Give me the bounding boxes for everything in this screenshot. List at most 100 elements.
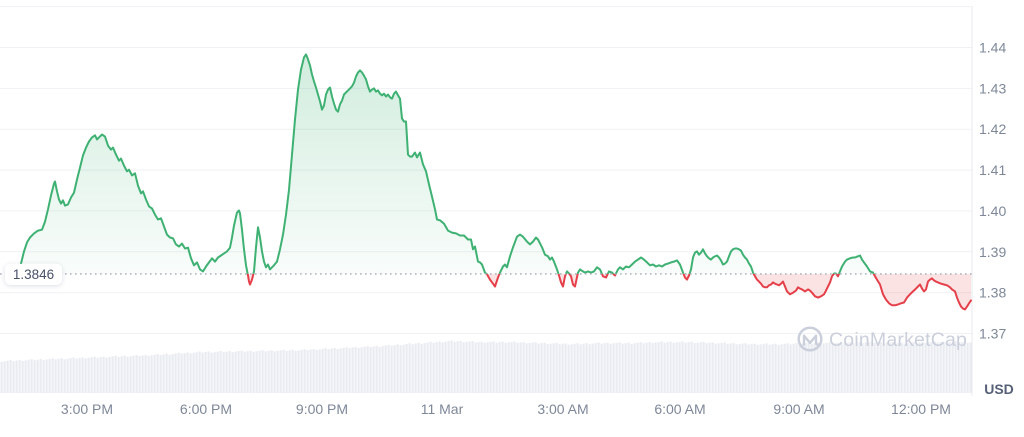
volume-bar xyxy=(609,343,612,393)
volume-bar xyxy=(753,343,756,393)
volume-bar xyxy=(627,342,630,393)
volume-bar xyxy=(381,346,384,393)
volume-bar xyxy=(603,343,606,393)
volume-bar xyxy=(651,343,654,393)
volume-bar xyxy=(144,354,147,393)
volume-bar xyxy=(360,347,363,393)
volume-bar xyxy=(372,346,375,393)
volume-bar xyxy=(522,342,525,393)
volume-bar xyxy=(69,358,72,393)
volume-bar xyxy=(435,342,438,393)
x-tick-label: 3:00 PM xyxy=(61,401,113,417)
volume-bar xyxy=(228,351,231,393)
volume-bar xyxy=(429,341,432,393)
volume-bar xyxy=(363,346,366,393)
volume-bar xyxy=(732,343,735,393)
volume-bar xyxy=(804,343,807,393)
volume-bar xyxy=(903,343,906,393)
volume-bar xyxy=(525,343,528,393)
volume-bar xyxy=(615,342,618,393)
volume-bar xyxy=(915,343,918,393)
volume-bar xyxy=(555,342,558,393)
volume-bar xyxy=(240,350,243,393)
volume-bar xyxy=(687,342,690,393)
current-price-label: 1.3846 xyxy=(5,263,62,285)
volume-bar xyxy=(282,349,285,393)
volume-bar xyxy=(93,356,96,393)
volume-bar xyxy=(498,342,501,393)
volume-bar xyxy=(642,343,645,393)
volume-bar xyxy=(165,353,168,393)
volume-bar xyxy=(777,344,780,393)
volume-bar xyxy=(402,344,405,393)
volume-bar xyxy=(330,348,333,393)
volume-bar xyxy=(663,342,666,393)
volume-bar xyxy=(783,343,786,393)
volume-bar xyxy=(111,356,114,393)
volume-bar xyxy=(582,343,585,393)
volume-bar xyxy=(21,360,24,393)
volume-bar xyxy=(189,353,192,393)
volume-bar xyxy=(387,344,390,393)
volume-bar xyxy=(114,355,117,393)
volume-bar xyxy=(78,358,81,393)
volume-bar xyxy=(873,342,876,393)
volume-bar xyxy=(474,342,477,393)
volume-bar xyxy=(180,353,183,393)
volume-bar xyxy=(492,341,495,393)
volume-bar xyxy=(309,349,312,393)
volume-bar xyxy=(954,341,957,393)
volume-bar xyxy=(639,342,642,393)
volume-bar xyxy=(720,342,723,393)
volume-bar xyxy=(156,354,159,393)
volume-bar xyxy=(735,344,738,393)
volume-bar xyxy=(396,344,399,393)
volume-bar xyxy=(177,352,180,393)
volume-bar xyxy=(738,344,741,393)
volume-bar xyxy=(453,341,456,393)
volume-bar xyxy=(690,341,693,393)
y-tick-label: 1.38 xyxy=(979,285,1006,301)
volume-bar xyxy=(876,342,879,393)
volume-bar xyxy=(342,347,345,393)
volume-bar xyxy=(771,344,774,393)
volume-bar xyxy=(150,355,153,393)
volume-bar xyxy=(696,342,699,393)
volume-bar xyxy=(672,342,675,393)
volume-bar xyxy=(120,356,123,393)
volume-bar xyxy=(162,354,165,393)
volume-bar xyxy=(417,342,420,393)
volume-bar xyxy=(969,342,972,393)
volume-bar xyxy=(66,358,69,393)
volume-bar xyxy=(201,352,204,393)
volume-bar xyxy=(99,357,102,393)
price-axis: USD 1.44 1.43 1.42 1.41 1.40 1.39 1.38 1.37 xyxy=(979,40,1014,398)
volume-bar xyxy=(174,353,177,393)
x-tick-label: 12:00 PM xyxy=(891,401,951,417)
volume-bar xyxy=(618,342,621,393)
volume-bar xyxy=(456,341,459,393)
volume-bar xyxy=(807,342,810,393)
volume-bar xyxy=(339,348,342,393)
volume-bar xyxy=(465,341,468,393)
x-tick-label: 9:00 PM xyxy=(296,401,348,417)
volume-bar xyxy=(510,341,513,393)
volume-bar xyxy=(669,341,672,393)
volume-bar xyxy=(519,342,522,393)
volume-bar xyxy=(471,341,474,393)
volume-bar xyxy=(702,341,705,393)
volume-bar xyxy=(129,356,132,393)
volume-bar xyxy=(63,359,66,393)
volume-bar xyxy=(924,343,927,393)
volume-bar xyxy=(606,342,609,393)
volume-bar xyxy=(15,360,18,393)
volume-bar xyxy=(408,343,411,393)
volume-bar xyxy=(759,344,762,393)
volume-bar xyxy=(504,342,507,393)
volume-bar xyxy=(594,343,597,393)
volume-bar xyxy=(537,343,540,393)
volume-bar xyxy=(108,357,111,393)
volume-bar xyxy=(540,343,543,393)
volume-bar xyxy=(888,342,891,393)
